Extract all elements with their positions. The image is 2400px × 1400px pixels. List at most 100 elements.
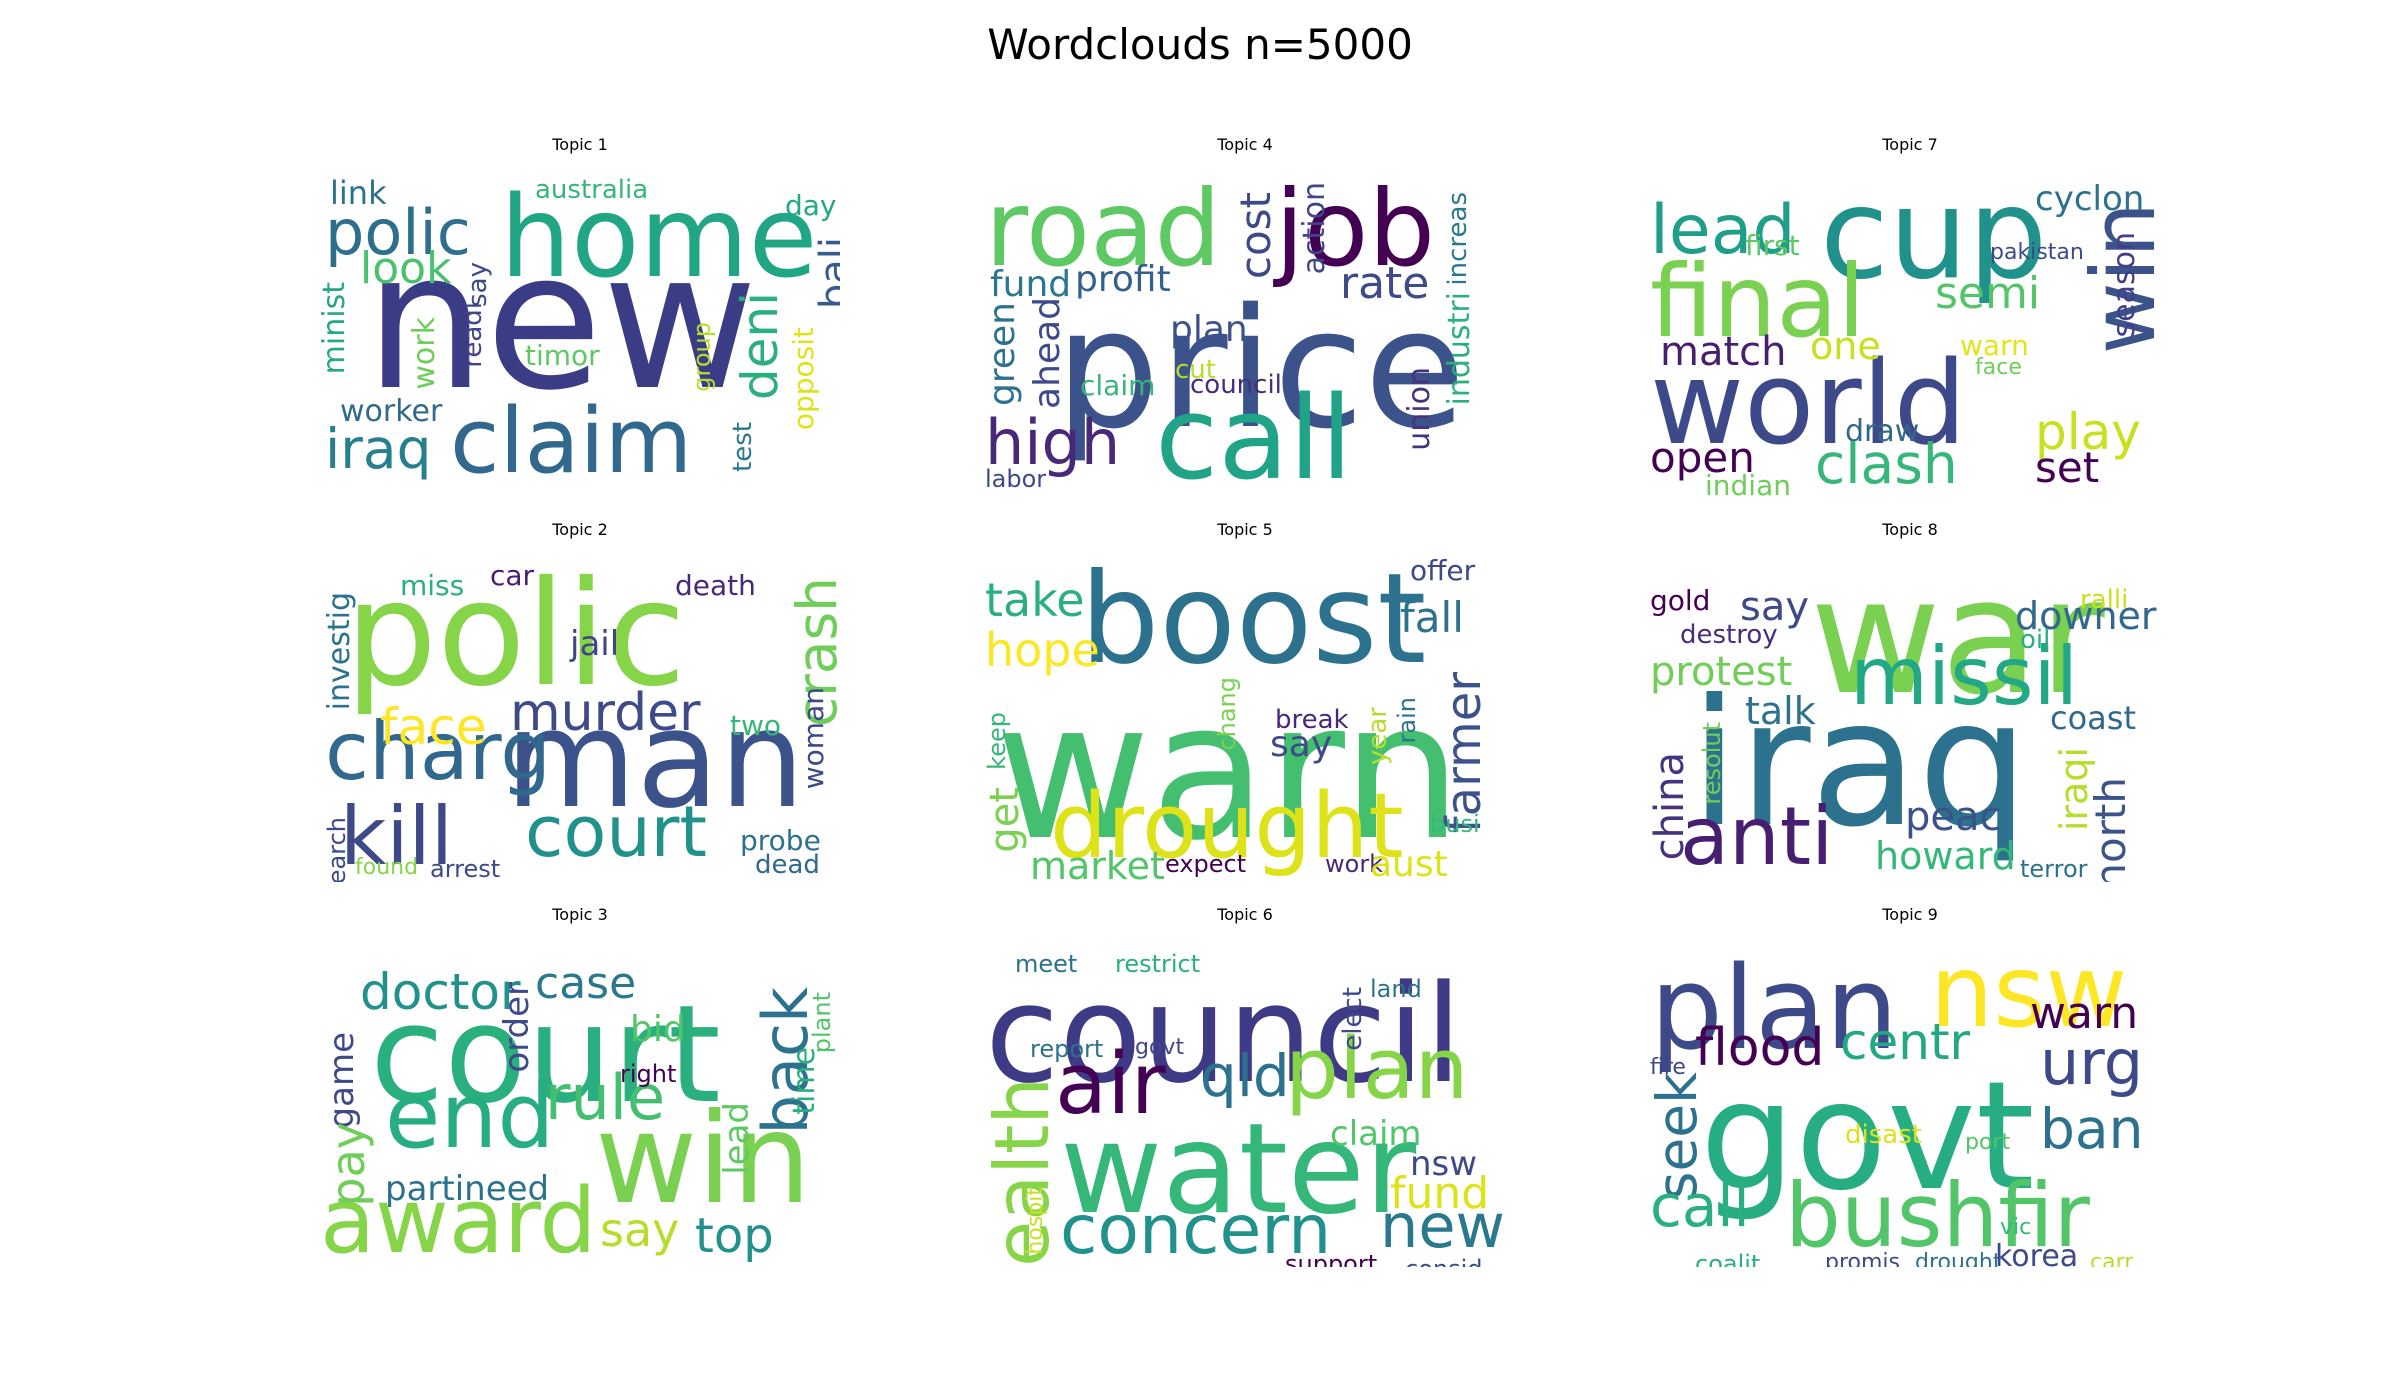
word-court: court [525, 791, 707, 873]
word-council: council [1190, 370, 1282, 400]
word-destroy: destroy [1680, 620, 1778, 650]
panel-title: Topic 4 [1217, 135, 1273, 154]
word-year: year [1363, 707, 1393, 766]
word-world: world [1650, 337, 1967, 471]
word-woman: woman [797, 687, 830, 790]
word-howard: howard [1875, 834, 2016, 878]
word-centr: centr [1840, 1013, 1971, 1071]
word-action: action [1297, 182, 1332, 275]
word-indian: indian [1705, 469, 1791, 498]
word-murder: murder [510, 683, 701, 743]
word-air: air [1055, 1035, 1166, 1134]
word-warn: warn [2030, 988, 2139, 1039]
wordcloud-panel: price road job call high rate profit fund cost ac… [985, 172, 1505, 497]
word-test: test [728, 422, 758, 472]
word-report: report [1030, 1035, 1104, 1063]
word-restrict: restrict [1115, 950, 1201, 978]
word-face: face [1975, 355, 2022, 380]
panel-title: Topic 7 [1882, 135, 1938, 154]
word-profit: profit [1075, 259, 1171, 300]
word-missil: missil [1850, 630, 2078, 723]
word-war: war [1810, 557, 2105, 730]
word-port: port [1965, 1130, 2011, 1155]
word-bali: bali [812, 237, 840, 310]
word-resolut: resolut [1698, 722, 1726, 805]
word-plan: plan [1285, 1020, 1469, 1119]
word-green: green [985, 302, 1023, 406]
word-price: price [1055, 273, 1466, 465]
word-polic: polic [325, 196, 471, 269]
word-award: award [320, 1169, 597, 1267]
word-rule: rule [545, 1061, 666, 1134]
wordcloud-panel: iraq war missil anti say downer protest talk gol… [1650, 557, 2170, 882]
word-investig: investig [322, 592, 357, 711]
figure-title: Wordclouds n=5000 [987, 20, 1413, 69]
wordcloud-panel: world cup final win lead semi cyclon first match… [1650, 172, 2170, 497]
wordcloud-panel: govt plan nsw bushfir flood centr warn urg ban se… [1650, 942, 2170, 1267]
word-concern: concern [1060, 1191, 1332, 1267]
word-nsw: nsw [1930, 942, 2128, 1050]
word-water: water [1060, 1097, 1417, 1242]
word-expect: expect [1165, 850, 1247, 878]
word-found: found [355, 855, 419, 880]
word-protest: protest [1650, 649, 1793, 695]
word-fund: fund [990, 264, 1072, 305]
word-one: one [1810, 324, 1881, 368]
word-day: day [785, 189, 837, 222]
word-say: say [463, 262, 493, 307]
word-take: take [985, 573, 1085, 627]
word-minist: minist [320, 282, 352, 375]
word-downer: downer [2015, 594, 2157, 638]
word-call: call [1650, 1172, 1750, 1240]
word-semi: semi [1935, 268, 2041, 319]
word-case: case [535, 958, 637, 1009]
word-death: death [675, 569, 756, 602]
word-north: north [2086, 777, 2135, 882]
word-look: look [360, 243, 452, 294]
word-pakistan: pakistan [1990, 240, 2084, 265]
word-group: group [688, 322, 716, 392]
word-disast: disast [1845, 1120, 1922, 1150]
word-plan: plan [1170, 309, 1248, 350]
word-final: final [1650, 243, 1866, 360]
word-high: high [985, 406, 1121, 479]
word-match: match [1660, 329, 1787, 375]
panel-title: Topic 3 [552, 905, 608, 924]
word-open: open [1650, 433, 1755, 482]
panel-title: Topic 9 [1882, 905, 1938, 924]
word-link: link [330, 174, 387, 212]
word-drought: drought [1915, 1250, 2002, 1268]
word-china: china [1650, 752, 1693, 861]
word-fall: fall [1400, 593, 1464, 642]
word-ralli: ralli [2080, 585, 2129, 615]
word-order: order [497, 982, 537, 1073]
panel-title: Topic 8 [1882, 520, 1938, 539]
word-face: face [380, 698, 487, 756]
word-jail: jail [570, 624, 620, 664]
word-draw: draw [1845, 414, 1920, 449]
word-time: time [787, 1047, 822, 1115]
word-game: game [322, 1032, 362, 1129]
word-partineed: partineed [385, 1169, 550, 1209]
word-win: win [595, 1087, 812, 1232]
word-say: say [1270, 724, 1333, 765]
panel-title: Topic 5 [1217, 520, 1273, 539]
panel-title: Topic 1 [552, 135, 608, 154]
word-polic: polic [345, 557, 687, 719]
word-opposit: opposit [787, 327, 820, 431]
word-bushfir: bushfir [1785, 1164, 2090, 1267]
word-plan: plan [1650, 942, 1899, 1076]
word-road: road [985, 172, 1222, 290]
word-clash: clash [1815, 432, 1958, 496]
word-set: set [2035, 443, 2100, 492]
word-anti: anti [1680, 790, 1834, 882]
word-qld: qld [1200, 1042, 1290, 1110]
word-labor: labor [985, 465, 1047, 493]
wordcloud-panel: new home claim polic iraq deni look bali link aus… [320, 172, 840, 497]
word-search: search [323, 817, 351, 882]
wordcloud-panel: council water plan air qld concern new health cl… [985, 942, 1505, 1267]
word-claim: claim [1330, 1114, 1422, 1154]
word-worker: worker [340, 394, 443, 429]
word-union: union [1402, 367, 1437, 451]
word-car: car [490, 559, 535, 592]
